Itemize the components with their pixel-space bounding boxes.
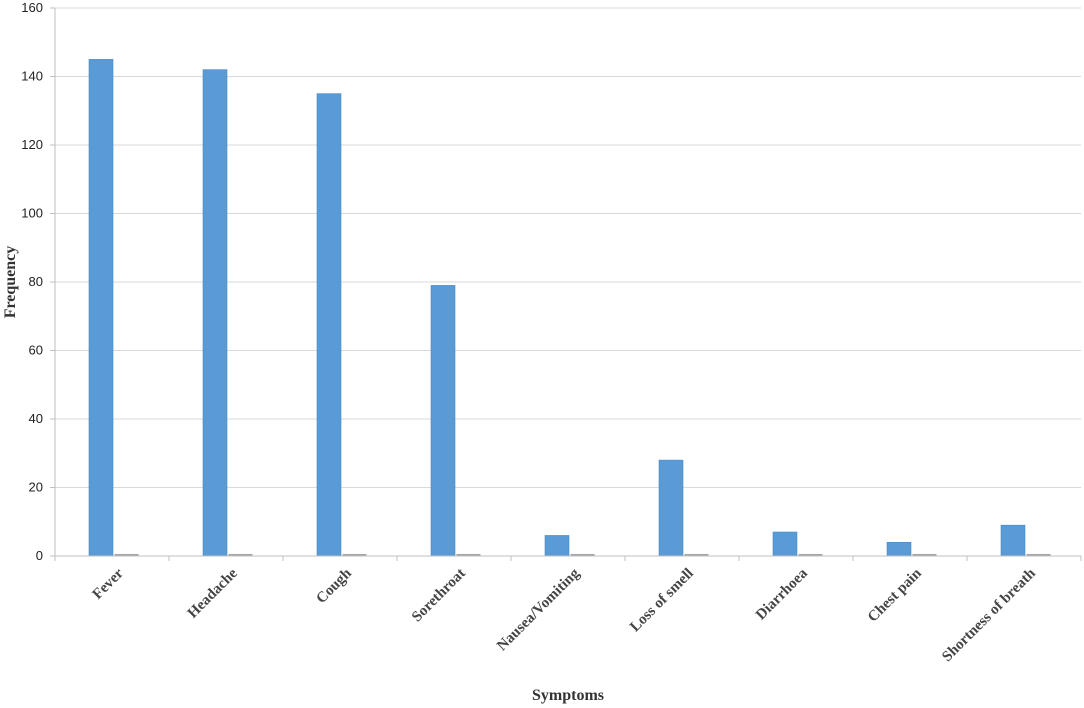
y-axis-title: Frequency <box>2 246 19 319</box>
bar-series-2 <box>342 553 367 556</box>
y-tick-label: 120 <box>21 137 43 152</box>
bar-series-2 <box>114 553 139 556</box>
bar-series-1 <box>88 59 114 557</box>
bar-series-1 <box>202 69 228 557</box>
x-tick-label: Fever <box>90 565 127 602</box>
axes <box>54 8 1082 561</box>
bar-series-1 <box>886 541 912 557</box>
x-tick-labels: Fever Headache Cough Sorethroat Nausea/Vomit… <box>90 565 1040 665</box>
x-tick-label: Diarrhoea <box>753 565 811 623</box>
x-tick-label: Headache <box>185 565 241 621</box>
y-tick-label: 40 <box>29 411 43 426</box>
y-tick-label: 80 <box>29 274 43 289</box>
y-tick-labels: 0 20 40 60 80 100 120 140 160 <box>21 0 43 563</box>
x-tick-label: Cough <box>313 565 355 607</box>
y-tick-label: 100 <box>21 206 43 221</box>
bar-series-1 <box>430 285 456 557</box>
bar-series-1 <box>772 531 798 557</box>
x-tick-label: Nausea/Vomiting <box>494 565 583 654</box>
bar-series-2 <box>228 553 253 556</box>
bar-series-1 <box>316 93 342 557</box>
bar-series-2 <box>798 553 823 556</box>
x-tick-label: Sorethroat <box>409 566 469 626</box>
bar-series-2 <box>570 553 595 556</box>
bar-series-1 <box>1000 524 1026 557</box>
y-tick-label: 0 <box>36 548 43 563</box>
bar-series-1 <box>658 459 684 557</box>
bar-series-2 <box>1026 553 1051 556</box>
bars <box>88 59 1051 557</box>
bar-series-2 <box>912 553 937 556</box>
x-tick-label: Chest pain <box>865 565 925 625</box>
x-tick-label: Loss of smell <box>627 566 697 636</box>
y-tick-label: 140 <box>21 69 43 84</box>
y-tick-label: 160 <box>21 0 43 15</box>
bar-series-2 <box>456 553 481 556</box>
x-axis-title: Symptoms <box>532 687 604 704</box>
y-tick-label: 60 <box>29 343 43 358</box>
bar-series-1 <box>544 535 570 557</box>
x-tick-label: Shortness of breath <box>939 565 1039 665</box>
y-tick-label: 20 <box>29 480 43 495</box>
bar-series-2 <box>684 553 709 556</box>
